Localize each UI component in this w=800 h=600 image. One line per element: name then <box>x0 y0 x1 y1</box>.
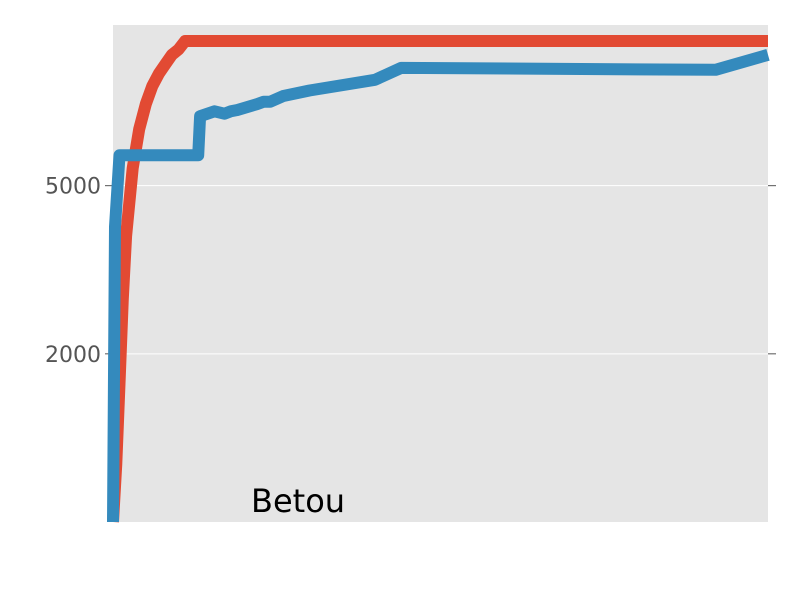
series-lines <box>107 35 770 523</box>
chart-annotation: Betou <box>251 482 345 520</box>
y-tick-label-2000: 2000 <box>45 343 101 368</box>
series-line-2 <box>107 49 770 523</box>
y-axis-ticks: 2000 5000 <box>45 175 776 368</box>
plot-background <box>113 25 768 522</box>
series-line-1 <box>107 35 768 523</box>
y-tick-label-5000: 5000 <box>45 175 101 200</box>
grid-lines <box>113 185 768 355</box>
